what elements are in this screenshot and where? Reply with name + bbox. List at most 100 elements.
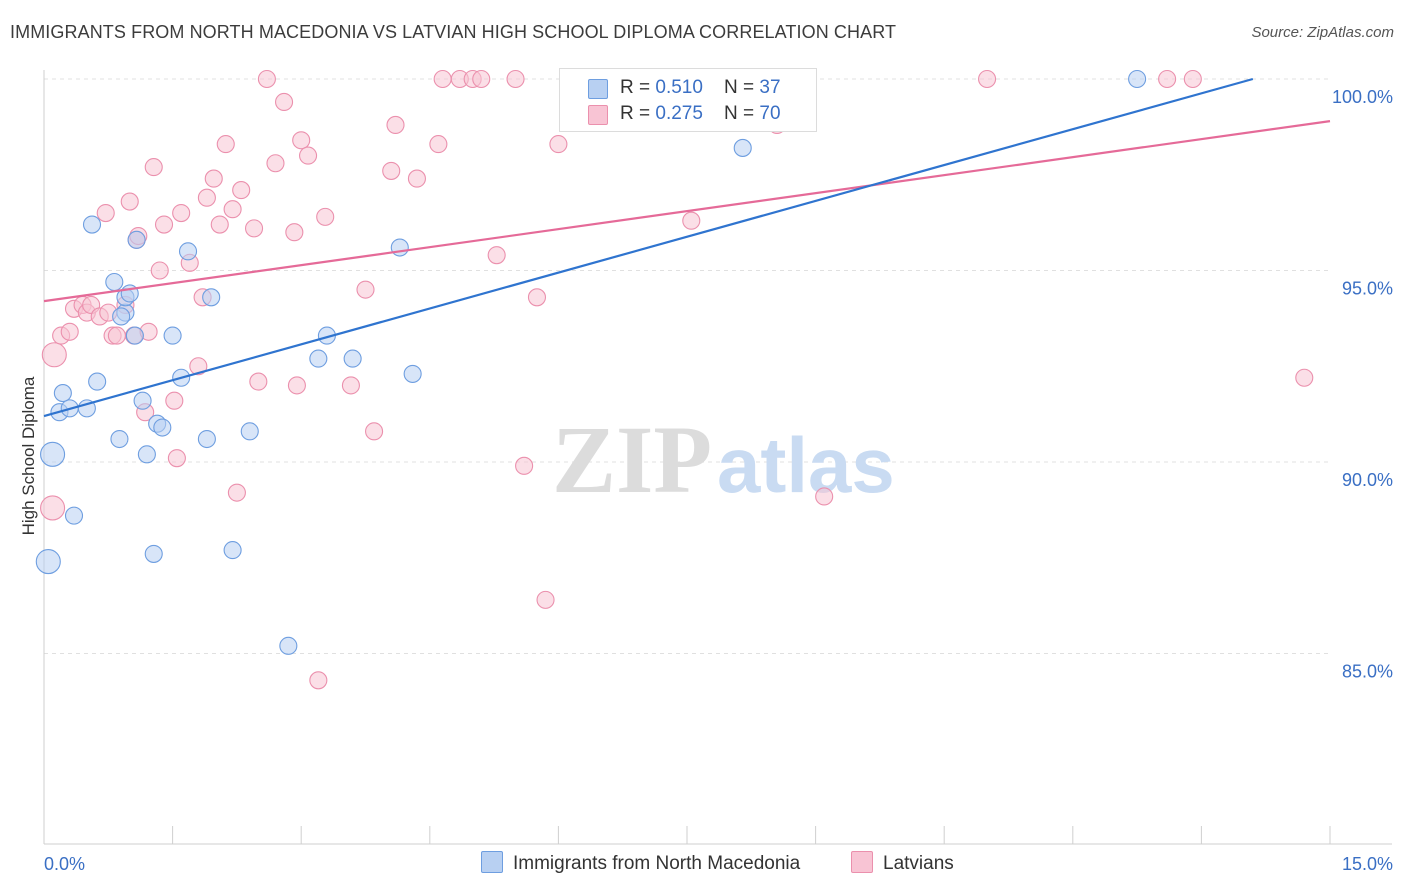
data-point bbox=[1128, 69, 1147, 89]
y-axis-label: High School Diploma bbox=[19, 376, 38, 535]
data-point bbox=[223, 541, 242, 560]
data-point bbox=[204, 169, 223, 188]
data-point bbox=[249, 372, 268, 391]
legend-item-latvians[interactable]: Latvians bbox=[851, 851, 954, 875]
data-point bbox=[472, 69, 491, 89]
data-point bbox=[41, 342, 67, 368]
data-point bbox=[316, 207, 335, 226]
data-point bbox=[144, 158, 163, 177]
data-point bbox=[107, 326, 126, 345]
data-point bbox=[64, 506, 84, 525]
y-tick-label: 90.0% bbox=[1342, 470, 1393, 490]
data-point bbox=[232, 181, 251, 200]
r-label: R = bbox=[620, 103, 656, 124]
data-point bbox=[144, 544, 163, 563]
data-point bbox=[178, 242, 198, 261]
trend-lines bbox=[43, 77, 1331, 418]
r-label: R = bbox=[620, 77, 656, 98]
data-point bbox=[40, 495, 66, 521]
data-point bbox=[515, 456, 534, 475]
data-point bbox=[110, 429, 129, 449]
data-point bbox=[506, 69, 525, 89]
data-point bbox=[266, 154, 285, 173]
x-tick-label: 0.0% bbox=[44, 854, 85, 874]
legend-label: Immigrants from North Macedonia bbox=[513, 853, 801, 874]
data-point bbox=[433, 69, 452, 89]
data-point bbox=[341, 376, 360, 395]
legend-label: Latvians bbox=[883, 853, 954, 874]
data-point bbox=[382, 161, 401, 180]
data-point bbox=[487, 246, 506, 265]
grid-lines bbox=[44, 78, 1330, 654]
trend-line-north-macedonia bbox=[43, 77, 1254, 418]
data-point bbox=[815, 487, 834, 506]
data-point bbox=[285, 223, 304, 242]
y-tick-label: 100.0% bbox=[1332, 87, 1393, 107]
watermark-atlas: atlas bbox=[717, 421, 895, 509]
n-label: N = bbox=[724, 77, 760, 98]
n-value: 70 bbox=[759, 103, 781, 124]
pink-swatch bbox=[851, 851, 873, 873]
data-point bbox=[40, 441, 66, 467]
data-point bbox=[309, 671, 328, 690]
data-point bbox=[365, 422, 384, 441]
legend-item-north-macedonia[interactable]: Immigrants from North Macedonia bbox=[481, 851, 800, 875]
pink-swatch bbox=[588, 105, 608, 125]
chart-title: IMMIGRANTS FROM NORTH MACEDONIA VS LATVI… bbox=[10, 22, 897, 42]
data-point bbox=[1183, 69, 1202, 89]
stats-legend: R = 0.510 N = 37 R = 0.275 N = 70 bbox=[559, 68, 817, 132]
data-point bbox=[77, 399, 96, 418]
data-point bbox=[216, 135, 235, 154]
data-point bbox=[279, 636, 298, 655]
data-point bbox=[257, 69, 276, 89]
data-point bbox=[197, 429, 216, 449]
r-value: 0.510 bbox=[655, 77, 703, 98]
data-point bbox=[60, 322, 79, 341]
data-point bbox=[356, 280, 375, 299]
data-point bbox=[292, 131, 311, 150]
trend-line-latvians bbox=[43, 120, 1331, 303]
data-point bbox=[527, 288, 547, 307]
data-point bbox=[112, 307, 131, 326]
data-point bbox=[407, 169, 426, 188]
data-point bbox=[429, 135, 448, 154]
data-point bbox=[53, 384, 72, 403]
data-point bbox=[120, 192, 139, 211]
data-point bbox=[733, 138, 752, 157]
watermark: ZIP atlas bbox=[552, 406, 895, 513]
latvians-points bbox=[40, 69, 1314, 690]
data-point bbox=[154, 215, 174, 234]
data-point bbox=[82, 215, 102, 234]
data-point bbox=[227, 483, 246, 502]
y-tick-label: 95.0% bbox=[1342, 279, 1393, 299]
data-point bbox=[137, 445, 156, 464]
data-point bbox=[35, 549, 61, 575]
data-point bbox=[127, 230, 146, 249]
n-value: 37 bbox=[759, 77, 781, 98]
y-tick-label: 85.0% bbox=[1342, 662, 1393, 682]
data-point bbox=[96, 204, 115, 223]
data-point bbox=[1295, 368, 1314, 387]
data-point bbox=[133, 391, 152, 410]
blue-swatch bbox=[481, 851, 503, 873]
data-point bbox=[244, 219, 264, 238]
data-point bbox=[275, 92, 294, 112]
data-point bbox=[549, 135, 568, 154]
data-point bbox=[202, 288, 221, 307]
data-point bbox=[150, 261, 169, 280]
data-point bbox=[223, 200, 242, 219]
data-point bbox=[299, 146, 318, 165]
source-label: Source: ZipAtlas.com bbox=[1251, 24, 1394, 41]
r-value: 0.275 bbox=[655, 103, 703, 124]
data-point bbox=[197, 188, 216, 207]
data-point bbox=[153, 418, 172, 437]
data-point bbox=[309, 349, 328, 368]
watermark-zip: ZIP bbox=[552, 406, 712, 513]
data-point bbox=[88, 372, 107, 391]
data-point bbox=[210, 215, 229, 234]
data-point bbox=[390, 238, 409, 257]
data-point bbox=[105, 272, 124, 292]
data-point bbox=[125, 326, 144, 345]
tick-labels: 100.0% 95.0% 90.0% 85.0% 0.0% 15.0% bbox=[44, 87, 1393, 874]
